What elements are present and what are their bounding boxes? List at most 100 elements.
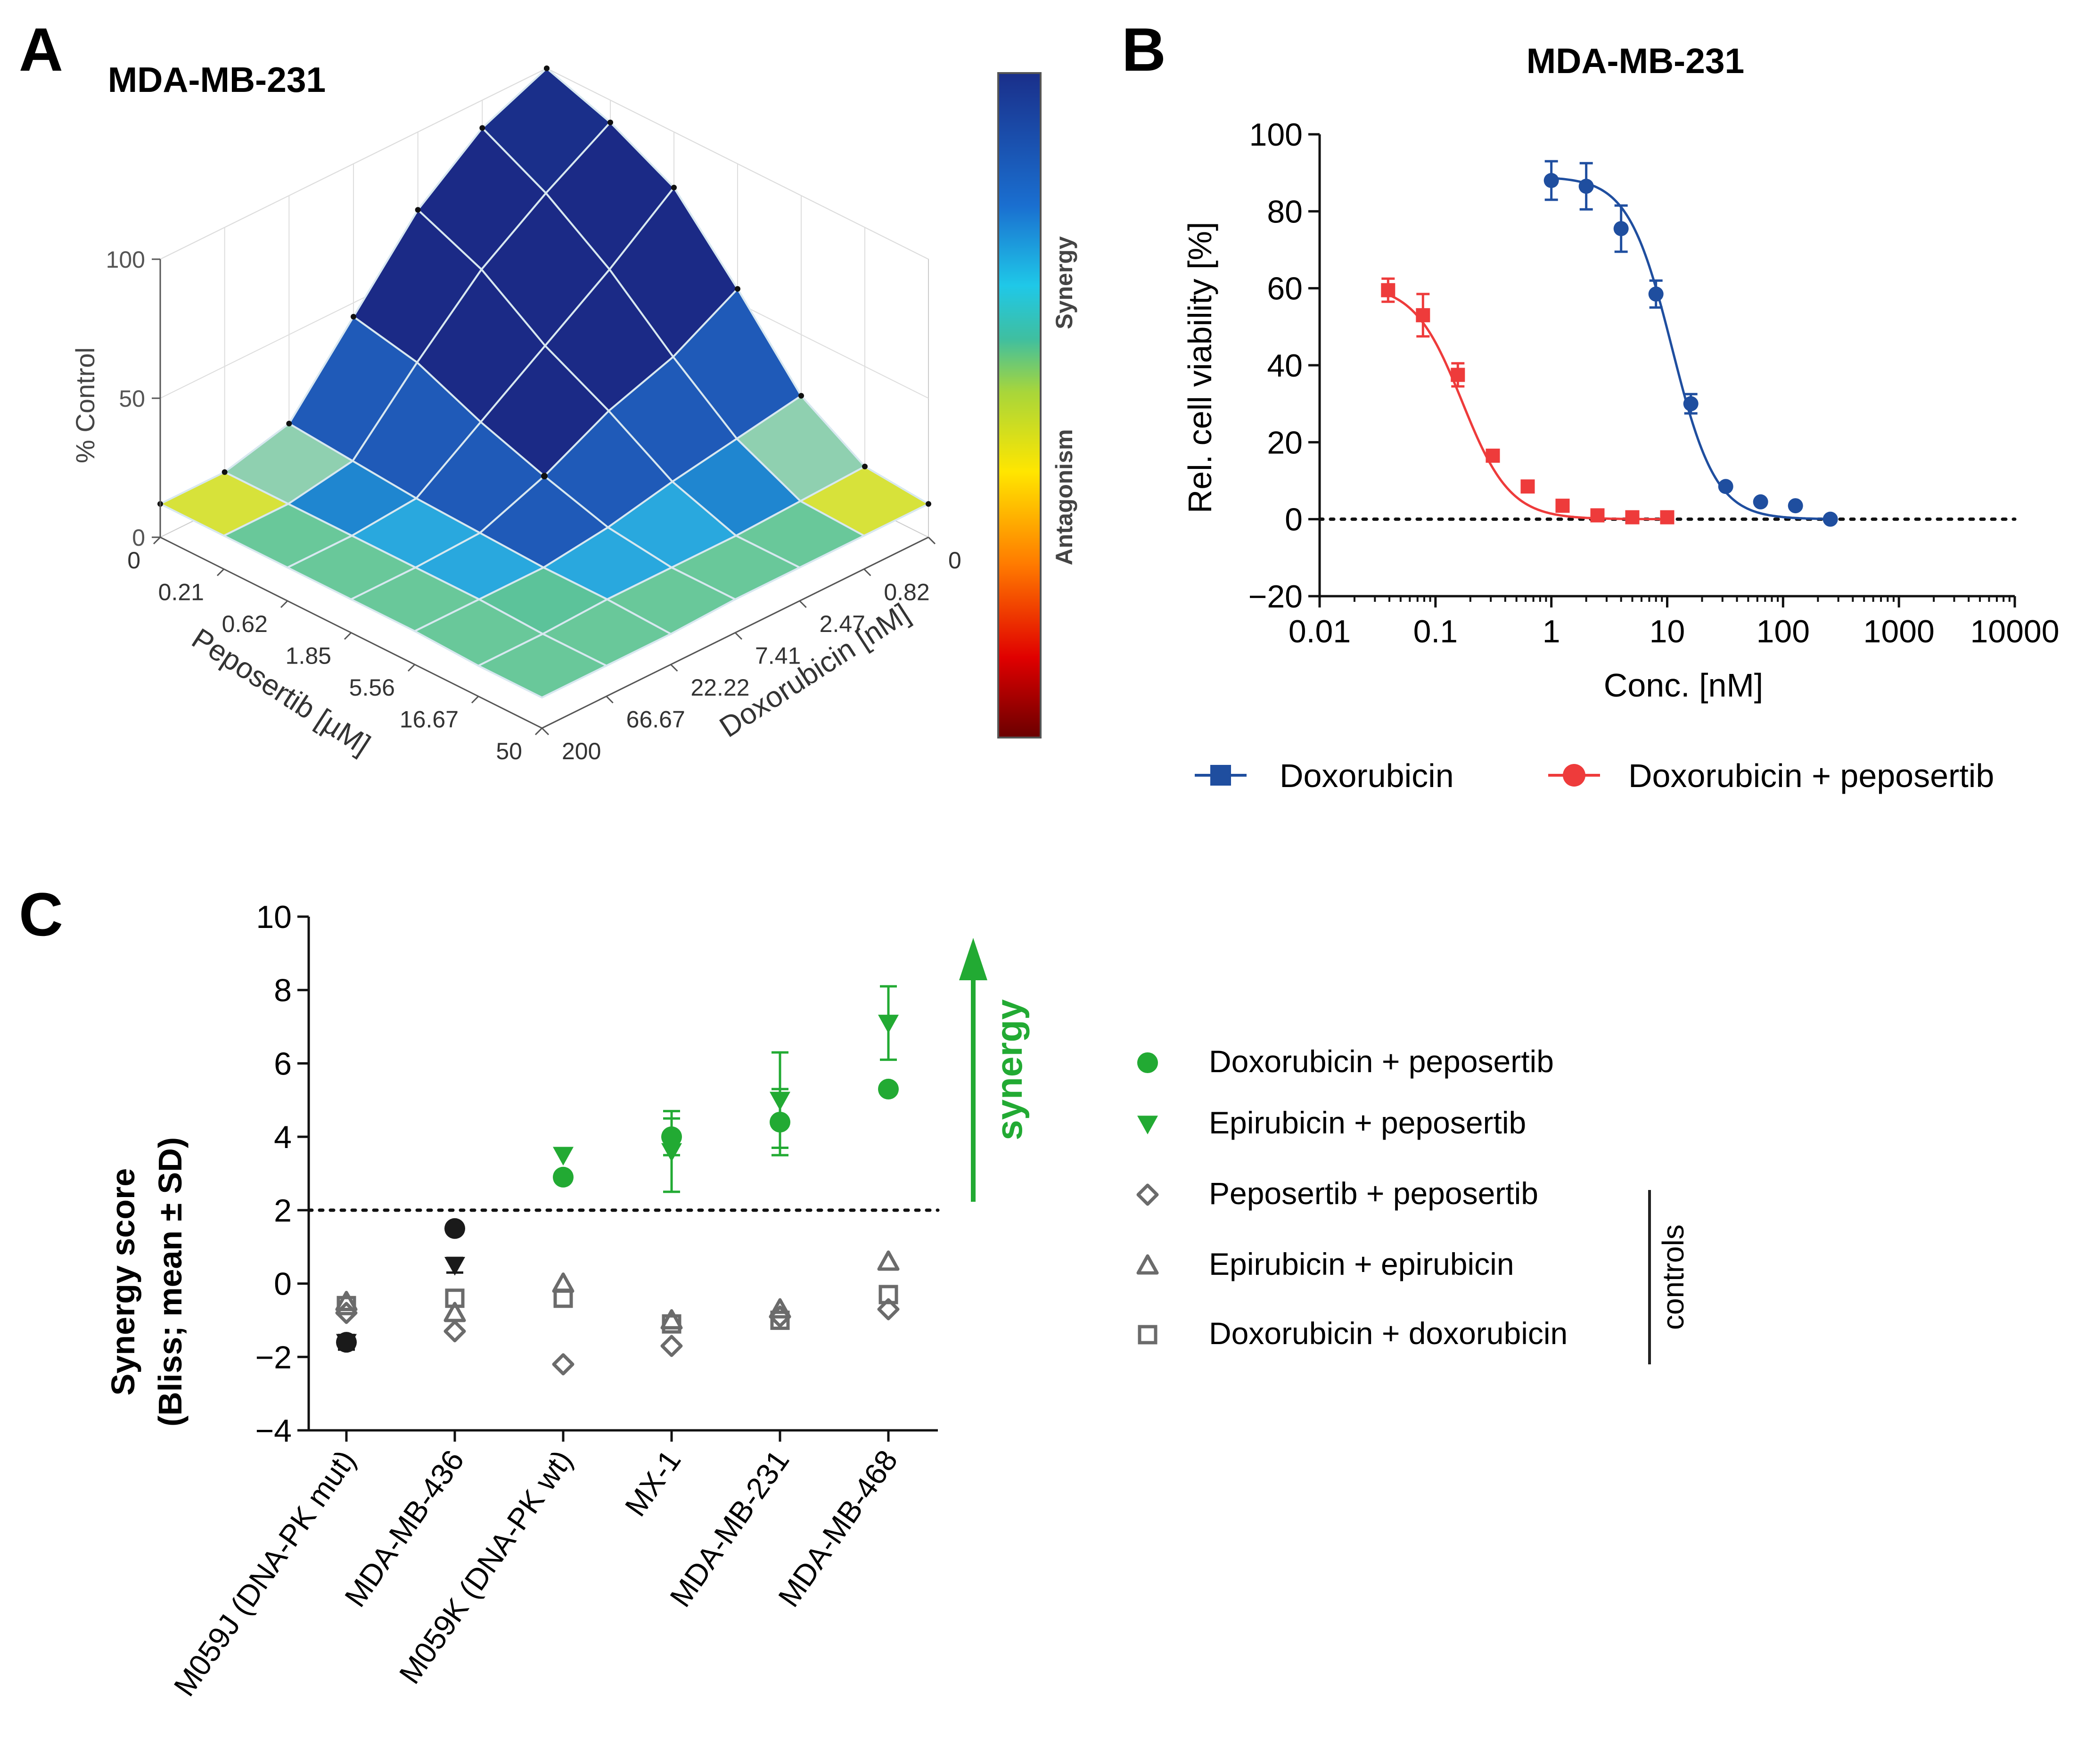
panel-label-a: A [19,15,63,84]
data-point [1613,221,1629,237]
surface-ylabel: Doxorubicin [nM] [714,597,916,744]
chart-b-y-tick-label: −20 [1248,579,1303,615]
peposertib-tick [216,568,225,576]
legend-marker-triangle-up [1136,1254,1159,1275]
point-square [553,1288,573,1308]
surface-node [671,185,677,190]
doxorubicin-tick-label: 7.41 [755,643,801,669]
point-square [662,1314,681,1334]
data-point [1486,448,1500,463]
data-point [1648,286,1664,302]
legend-label: Peposertib + peposertib [1209,1176,1538,1211]
legend-label: Doxorubicin + peposertib [1209,1044,1554,1079]
synergy-arrow-label: synergy [988,999,1030,1140]
chart-c-y-tick-label: 8 [274,973,292,1009]
doxorubicin-tick [606,696,614,704]
data-point [1625,510,1640,525]
peposertib-tick-label: 1.85 [286,643,331,669]
point-square [878,1285,898,1305]
doxorubicin-tick-label: 0 [948,547,961,574]
synergy-arrow-head [959,938,987,980]
point-triangle-down [444,1257,465,1276]
chart-b-y-tick-label: 20 [1267,425,1303,460]
legend-label: Epirubicin + epirubicin [1209,1247,1514,1281]
point-diamond [877,1298,900,1321]
surface-node [479,125,485,131]
chart-b-axes: −20 0 20 40 60 80 100 0.01 0.1 1 10 100 1000 10000 [1248,117,2060,649]
point-circle [878,1078,899,1099]
point-triangle-up [877,1250,900,1271]
data-point [1555,499,1570,513]
doxorubicin-tick [670,664,678,672]
point-triangle-up [335,1291,358,1311]
colorbar [997,72,1042,738]
z-tick-label: 0 [132,525,145,551]
chart-b-title: MDA-MB-231 [1527,41,1745,81]
curve-combo [1387,293,1667,521]
legend-marker-square [1138,1325,1157,1345]
chart-c-ylabel2: (Bliss; mean ± SD) [152,1137,189,1427]
surface-node [222,469,228,475]
peposertib-tick-label: 5.56 [349,674,395,701]
doxorubicin-tick-label: 2.47 [820,611,865,637]
chart-b-y-tick-label: 100 [1249,117,1303,153]
point-square [337,1296,356,1315]
point-triangle-down [878,1015,899,1034]
colorbar-antagonism-label: Antagonism [1051,429,1077,566]
data-point [1578,179,1594,194]
data-point [1543,173,1559,188]
chart-c-category-label: MX-1 [618,1444,688,1523]
z-tick-label: 50 [119,386,145,412]
point-circle [444,1218,465,1239]
doxorubicin-tick [863,568,871,576]
peposertib-tick-label: 0.21 [158,579,204,606]
chart-c-y-tick-label: −4 [255,1413,292,1449]
chart-b-x-tick-label: 0.1 [1413,614,1458,649]
data-point [1520,479,1535,494]
point-diamond [443,1320,466,1343]
chart-b-y-tick-label: 60 [1267,271,1303,307]
point-circle [661,1126,682,1148]
surface-node [415,207,421,213]
chart-b-x-tick-label: 100 [1757,614,1810,649]
point-triangle-up [769,1298,791,1319]
data-point [1788,498,1803,514]
chart-b-x-tick-label: 0.01 [1289,614,1351,649]
chart-b-series [1381,160,1838,527]
legend-label: Epirubicin + peposertib [1209,1105,1526,1140]
peposertib-tick-label: 0.62 [222,611,268,637]
chart-b-ylabel: Rel. cell viability [%] [1182,222,1218,514]
doxorubicin-tick-label: 22.22 [690,674,749,701]
point-triangle-up [552,1272,575,1293]
point-triangle-up [443,1302,466,1322]
data-point [1753,494,1768,509]
doxorubicin-tick-label: 66.67 [626,706,685,733]
surface-mesh [157,66,931,699]
chart-b-x-tick-label: 10 [1650,614,1685,649]
chart-c-category-label: M059J (DNA-PK mut) [167,1444,362,1702]
surface-node [351,314,356,320]
point-diamond [552,1353,575,1376]
legend-doxorubicin-label: Doxorubicin [1280,757,1454,794]
data-point [1822,511,1838,527]
legend-label: Doxorubicin + doxorubicin [1209,1316,1568,1351]
legend-combo-marker [1563,764,1585,787]
doxorubicin-tick [734,632,743,640]
curve-doxorubicin [1551,177,1831,520]
chart-c-y-tick-label: 10 [256,899,292,935]
legend-marker-triangle-down [1137,1116,1158,1134]
surface-zlabel: % Control [70,347,100,463]
doxorubicin-tick [541,727,550,736]
chart-c-ylabel: Synergy score [105,1168,141,1395]
surface-node [607,119,613,125]
legend-marker-circle [1137,1052,1158,1073]
chart-c-y-tick-label: 6 [274,1046,292,1082]
chart-b-y-tick-label: 40 [1267,348,1303,384]
peposertib-tick [407,664,416,672]
data-point [1451,368,1465,382]
surface-node [926,501,931,507]
legend-combo-label: Doxorubicin + peposertib [1628,757,1994,794]
peposertib-tick-label: 0 [127,547,140,574]
